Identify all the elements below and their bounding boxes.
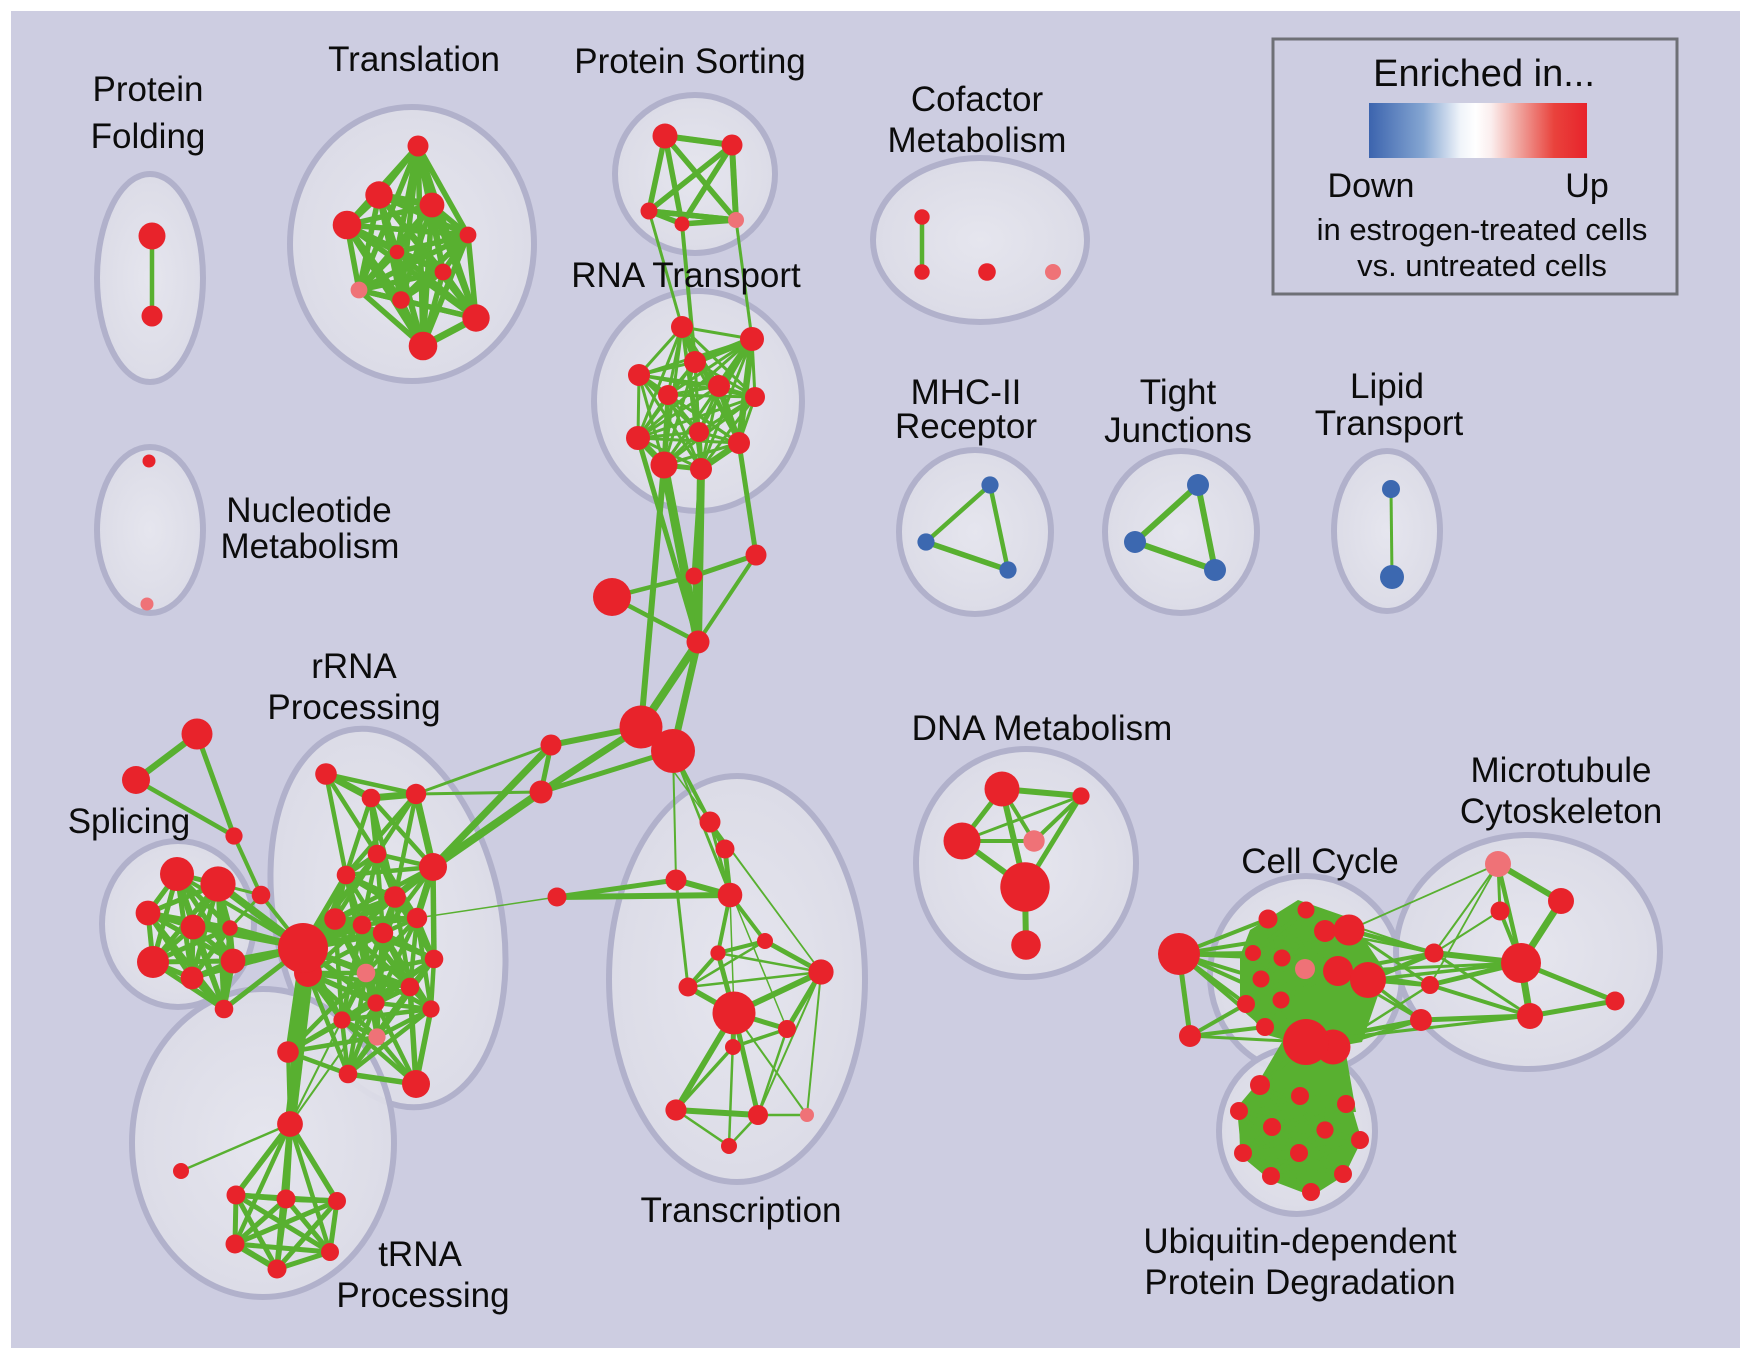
svg-text:Splicing: Splicing xyxy=(68,802,191,841)
svg-text:Lipid: Lipid xyxy=(1350,367,1424,406)
svg-text:MHC-II: MHC-II xyxy=(911,373,1022,412)
svg-text:Cytoskeleton: Cytoskeleton xyxy=(1460,792,1662,831)
svg-text:Enriched in...: Enriched in... xyxy=(1373,53,1595,95)
svg-text:Junctions: Junctions xyxy=(1104,411,1252,450)
svg-text:DNA Metabolism: DNA Metabolism xyxy=(912,709,1173,748)
svg-text:Up: Up xyxy=(1565,167,1608,205)
svg-text:vs. untreated cells: vs. untreated cells xyxy=(1357,248,1607,283)
svg-text:Tight: Tight xyxy=(1140,373,1217,412)
svg-text:Processing: Processing xyxy=(336,1276,509,1315)
svg-text:Cofactor: Cofactor xyxy=(911,80,1044,119)
svg-text:Folding: Folding xyxy=(91,117,206,156)
svg-text:Protein Degradation: Protein Degradation xyxy=(1144,1263,1455,1302)
svg-text:Transport: Transport xyxy=(1315,404,1464,443)
svg-text:Processing: Processing xyxy=(267,688,440,727)
svg-text:Protein: Protein xyxy=(93,70,204,109)
svg-text:Protein Sorting: Protein Sorting xyxy=(574,42,806,81)
svg-text:Ubiquitin-dependent: Ubiquitin-dependent xyxy=(1143,1222,1457,1261)
svg-text:Transcription: Transcription xyxy=(641,1191,842,1230)
svg-text:Translation: Translation xyxy=(328,40,500,79)
svg-text:in estrogen-treated cells: in estrogen-treated cells xyxy=(1317,212,1648,247)
svg-text:tRNA: tRNA xyxy=(378,1235,462,1274)
svg-text:RNA Transport: RNA Transport xyxy=(571,256,801,295)
svg-text:rRNA: rRNA xyxy=(311,647,397,686)
svg-text:Metabolism: Metabolism xyxy=(888,121,1067,160)
svg-text:Receptor: Receptor xyxy=(895,407,1037,446)
svg-text:Nucleotide: Nucleotide xyxy=(226,491,391,530)
svg-text:Cell Cycle: Cell Cycle xyxy=(1241,842,1399,881)
svg-text:Metabolism: Metabolism xyxy=(221,527,400,566)
svg-text:Down: Down xyxy=(1328,167,1415,205)
svg-text:Microtubule: Microtubule xyxy=(1471,751,1652,790)
